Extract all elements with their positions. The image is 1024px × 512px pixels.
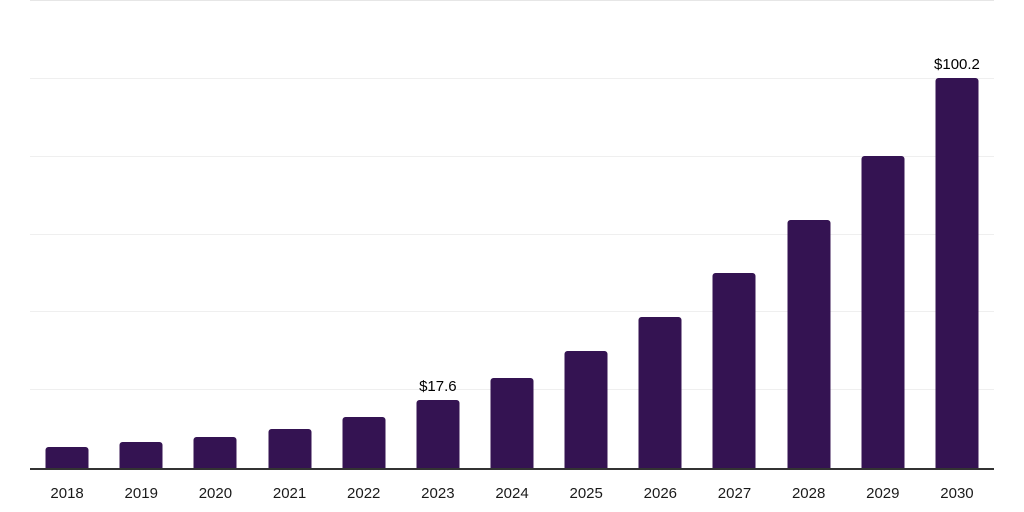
- bar-slot-2025: [549, 1, 623, 468]
- bar-slot-2030: $100.2: [920, 1, 994, 468]
- x-tick-label-2024: 2024: [495, 485, 529, 502]
- plot-area: $17.6 $100.2: [30, 0, 994, 470]
- bar-2024: [490, 377, 534, 468]
- bar-2028: [787, 220, 831, 468]
- bars-row: $17.6 $100.2: [30, 1, 994, 468]
- bar-slot-2021: [252, 1, 326, 468]
- bar-2018: [45, 447, 89, 468]
- bar-slot-2027: [697, 1, 771, 468]
- x-tick-label-2021: 2021: [272, 485, 307, 502]
- x-tick-label-2030: 2030: [940, 485, 974, 502]
- bar-slot-2029: [846, 1, 920, 468]
- x-axis: 2018 2019 2020 2021 2022 2023 2024 2025 2026 2027…: [30, 486, 994, 501]
- gridline-60: [30, 233, 994, 235]
- x-tick-label-2019: 2019: [124, 485, 158, 502]
- x-tick-label-2022: 2022: [347, 485, 381, 502]
- gridline-40: [30, 311, 994, 313]
- bar-value-label-2030: $100.2: [934, 56, 980, 74]
- gridline-120: [30, 0, 994, 1]
- bar-slot-2018: [30, 1, 104, 468]
- bar-slot-2028: [772, 1, 846, 468]
- bar-2027: [712, 273, 756, 468]
- x-tick-label-2020: 2020: [198, 485, 233, 502]
- bar-slot-2022: [327, 1, 401, 468]
- gridline-80: [30, 155, 994, 157]
- bar-2019: [119, 441, 163, 468]
- bar-slot-2023: $17.6: [401, 1, 475, 468]
- bar-2021: [268, 428, 312, 468]
- bar-2029: [861, 155, 905, 468]
- bar-slot-2019: [104, 1, 178, 468]
- bar-2023: [416, 399, 460, 468]
- x-tick-label-2018: 2018: [50, 485, 84, 502]
- x-tick-label-2023: 2023: [421, 485, 455, 502]
- bar-2030: [935, 78, 979, 468]
- bar-slot-2026: [623, 1, 697, 468]
- bar-value-label-2023: $17.6: [419, 377, 457, 395]
- bar-2022: [342, 416, 386, 468]
- x-tick-label-2029: 2029: [866, 485, 900, 502]
- gridline-100: [30, 77, 994, 79]
- bar-2025: [564, 350, 608, 468]
- bar-2026: [638, 316, 682, 468]
- bar-slot-2020: [178, 1, 252, 468]
- x-tick-label-2025: 2025: [569, 485, 603, 502]
- bar-slot-2024: [475, 1, 549, 468]
- x-tick-label-2027: 2027: [717, 485, 752, 502]
- x-tick-label-2028: 2028: [791, 485, 826, 502]
- x-tick-label-2026: 2026: [643, 485, 678, 502]
- bar-2020: [193, 436, 237, 468]
